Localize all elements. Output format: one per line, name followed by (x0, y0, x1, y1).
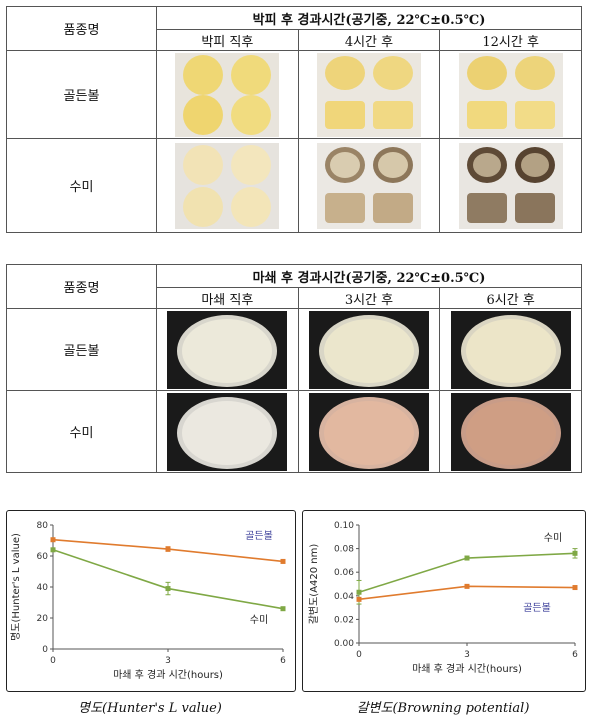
browning-chart: 0.00 0.02 0.04 0.06 0.08 0.10 0 3 6 마쇄 후 경과 시간(ho… (307, 521, 578, 675)
data-point (165, 586, 171, 592)
data-point (356, 596, 362, 602)
lightness-chart: 0 20 40 60 80 0 3 6 마쇄 후 경과 시간(hours) 명도(Hunter's… (10, 521, 286, 681)
x-tick-label: 3 (464, 650, 470, 660)
potato-slices-photo (316, 142, 421, 229)
col-header: 박피 직후 (156, 29, 299, 51)
grinding-title: 마쇄 후 경과시간(공기중, 22℃±0.5℃) (156, 264, 582, 288)
series-label: 수미 (544, 532, 562, 544)
data-point (50, 537, 56, 543)
x-axis-label: 마쇄 후 경과 시간(hours) (412, 662, 522, 675)
y-tick-label: 0.06 (334, 568, 354, 578)
y-tick-label: 0.02 (334, 615, 354, 625)
y-tick-label: 60 (37, 552, 49, 562)
row-label-golden-ball: 골든볼 (6, 308, 157, 391)
potato-slices-photo (175, 142, 280, 229)
potato-slices-photo (316, 52, 421, 137)
x-tick-label: 0 (356, 650, 362, 660)
petri-dish-photo (450, 310, 571, 389)
photo-cell (297, 138, 441, 233)
row-label-sumi: 수미 (6, 138, 157, 233)
lightness-chart-frame: 0 20 40 60 80 0 3 6 마쇄 후 경과 시간(hours) 명도(Hunter's… (6, 510, 296, 692)
photo-cell (297, 50, 441, 139)
x-tick-label: 6 (572, 650, 578, 660)
photo-cell (297, 390, 441, 473)
data-point (280, 606, 286, 612)
y-axis-label: 명도(Hunter's L value) (10, 533, 22, 641)
potato-slices-photo (175, 52, 280, 137)
row-label-sumi: 수미 (6, 390, 157, 473)
x-tick-label: 6 (280, 656, 286, 666)
grinding-table: 품종명 마쇄 후 경과시간(공기중, 22℃±0.5℃) 마쇄 직후 3시간 후… (6, 264, 582, 473)
y-tick-label: 40 (37, 583, 49, 593)
photo-cell (439, 308, 582, 391)
data-point (50, 547, 56, 553)
col-header: 3시간 후 (297, 287, 441, 309)
photo-cell (156, 390, 299, 473)
y-tick-label: 0.10 (334, 521, 354, 531)
petri-dish-photo (450, 392, 571, 471)
col-header: 6시간 후 (439, 287, 582, 309)
potato-slices-photo (458, 142, 563, 229)
variety-header: 품종명 (6, 6, 157, 51)
y-axis-label: 갈변도(A420 nm) (307, 544, 320, 625)
petri-dish-photo (308, 392, 429, 471)
data-point (165, 546, 171, 552)
series-label: 수미 (250, 614, 268, 626)
photo-cell (439, 390, 582, 473)
photo-cell (439, 138, 582, 233)
x-axis-label: 마쇄 후 경과 시간(hours) (113, 668, 223, 681)
photo-cell (156, 138, 299, 233)
photo-cell (439, 50, 582, 139)
series-label: 골든볼 (523, 602, 551, 614)
peeling-table: 품종명 박피 후 경과시간(공기중, 22℃±0.5℃) 박피 직후 4시간 후… (6, 6, 582, 233)
photo-cell (156, 50, 299, 139)
photo-cell (156, 308, 299, 391)
variety-header: 품종명 (6, 264, 157, 309)
y-tick-label: 20 (37, 614, 49, 624)
peeling-title: 박피 후 경과시간(공기중, 22℃±0.5℃) (156, 6, 582, 30)
col-header: 4시간 후 (297, 29, 441, 51)
potato-slices-photo (458, 52, 563, 137)
series-label: 골든볼 (245, 530, 273, 542)
data-point (464, 555, 470, 561)
petri-dish-photo (167, 392, 288, 471)
col-header: 12시간 후 (439, 29, 582, 51)
y-tick-label: 0.08 (334, 545, 354, 555)
y-tick-label: 80 (37, 521, 49, 531)
photo-cell (297, 308, 441, 391)
lightness-caption: 명도(Hunter's L value) (78, 701, 222, 716)
col-header: 마쇄 직후 (156, 287, 299, 309)
data-point (280, 558, 286, 564)
browning-caption: 갈변도(Browning potential) (356, 701, 530, 716)
data-point (572, 585, 578, 591)
petri-dish-photo (167, 310, 288, 389)
data-point (356, 589, 362, 595)
y-tick-label: 0.00 (334, 639, 354, 649)
browning-chart-frame: 0.00 0.02 0.04 0.06 0.08 0.10 0 3 6 마쇄 후 경과 시간(ho… (302, 510, 586, 692)
y-tick-label: 0.04 (334, 592, 354, 602)
series-line (52, 549, 284, 610)
y-tick-label: 0 (42, 645, 48, 655)
data-point (572, 550, 578, 556)
petri-dish-photo (308, 310, 429, 389)
x-tick-label: 0 (50, 656, 56, 666)
data-point (464, 583, 470, 589)
x-tick-label: 3 (165, 656, 171, 666)
row-label-golden-ball: 골든볼 (6, 50, 157, 139)
